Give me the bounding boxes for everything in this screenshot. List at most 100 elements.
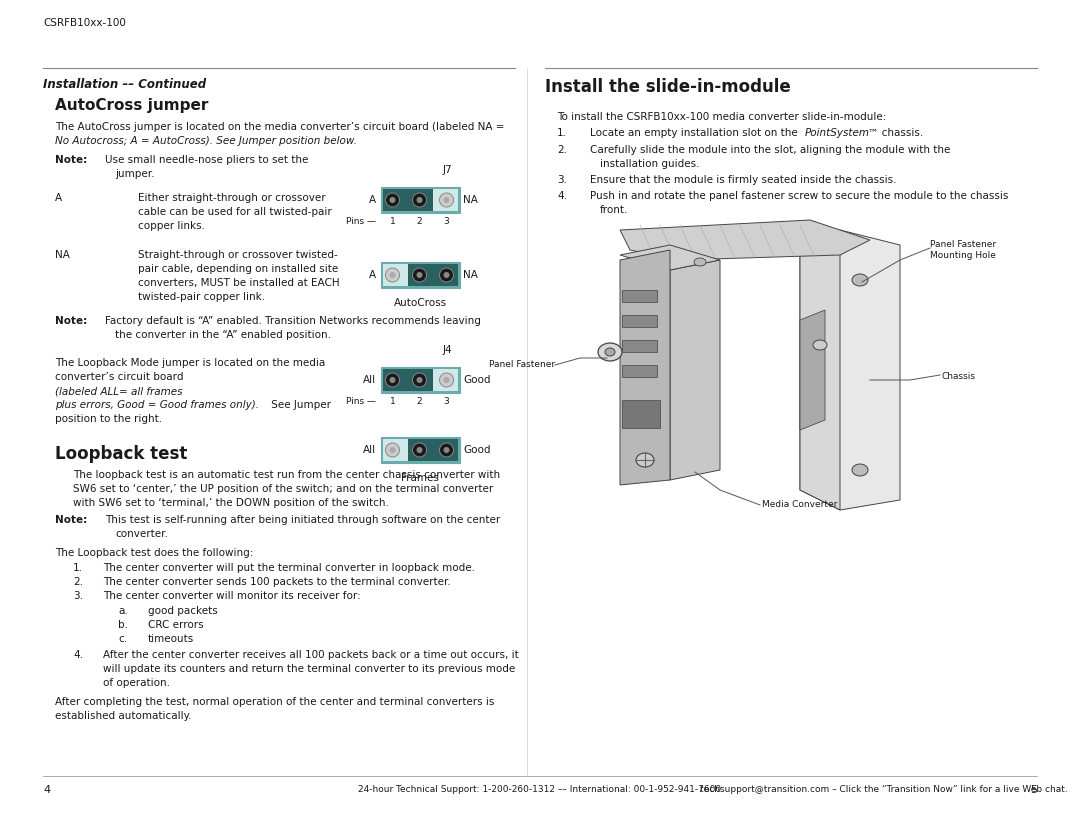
Text: AutoCross: AutoCross bbox=[393, 298, 446, 308]
Circle shape bbox=[386, 443, 400, 457]
Polygon shape bbox=[620, 250, 670, 485]
FancyBboxPatch shape bbox=[432, 189, 458, 211]
Text: Carefully slide the module into the slot, aligning the module with the: Carefully slide the module into the slot… bbox=[590, 145, 950, 155]
Circle shape bbox=[417, 447, 422, 453]
Ellipse shape bbox=[694, 258, 706, 266]
Polygon shape bbox=[620, 245, 720, 270]
Text: The center converter will put the terminal converter in loopback mode.: The center converter will put the termin… bbox=[103, 563, 475, 573]
Text: A: A bbox=[369, 195, 377, 205]
Text: 1: 1 bbox=[390, 397, 395, 406]
Circle shape bbox=[390, 272, 395, 278]
Text: Ensure that the module is firmly seated inside the chassis.: Ensure that the module is firmly seated … bbox=[590, 175, 896, 185]
Text: CSRFB10xx-100: CSRFB10xx-100 bbox=[43, 18, 126, 28]
Circle shape bbox=[386, 373, 400, 387]
Text: 4: 4 bbox=[43, 785, 50, 795]
FancyBboxPatch shape bbox=[407, 264, 458, 286]
Circle shape bbox=[444, 447, 449, 453]
Text: 3: 3 bbox=[444, 397, 449, 406]
Text: Note:: Note: bbox=[55, 155, 87, 165]
Text: of operation.: of operation. bbox=[103, 678, 170, 688]
Text: cable can be used for all twisted-pair: cable can be used for all twisted-pair bbox=[138, 207, 332, 217]
Text: 3.: 3. bbox=[73, 591, 83, 601]
Circle shape bbox=[417, 377, 422, 383]
Polygon shape bbox=[620, 220, 870, 260]
Circle shape bbox=[444, 272, 449, 278]
Text: 2: 2 bbox=[417, 397, 422, 406]
FancyBboxPatch shape bbox=[382, 189, 432, 211]
Text: PointSystem: PointSystem bbox=[805, 128, 870, 138]
Text: 1: 1 bbox=[390, 217, 395, 226]
Circle shape bbox=[413, 373, 427, 387]
Text: Note:: Note: bbox=[55, 316, 87, 326]
Bar bbox=[622, 365, 657, 377]
Text: The Loopback Mode jumper is located on the media: The Loopback Mode jumper is located on t… bbox=[55, 358, 325, 368]
Text: b.: b. bbox=[118, 620, 129, 630]
Text: No Autocross; A = AutoCross). See Jumper position below.: No Autocross; A = AutoCross). See Jumper… bbox=[55, 136, 357, 146]
Text: installation guides.: installation guides. bbox=[600, 159, 700, 169]
Text: Use small needle-nose pliers to set the: Use small needle-nose pliers to set the bbox=[105, 155, 309, 165]
Circle shape bbox=[444, 377, 449, 383]
Circle shape bbox=[386, 193, 400, 207]
Text: Either straight-through or crossover: Either straight-through or crossover bbox=[138, 193, 326, 203]
Text: converters, MUST be installed at EACH: converters, MUST be installed at EACH bbox=[138, 278, 339, 288]
FancyBboxPatch shape bbox=[380, 262, 459, 288]
Text: twisted-pair copper link.: twisted-pair copper link. bbox=[138, 292, 265, 302]
Text: 3.: 3. bbox=[557, 175, 567, 185]
Circle shape bbox=[413, 268, 427, 282]
Text: NA: NA bbox=[55, 250, 70, 260]
Text: After completing the test, normal operation of the center and terminal converter: After completing the test, normal operat… bbox=[55, 697, 495, 707]
Bar bbox=[622, 290, 657, 302]
Text: J4: J4 bbox=[443, 345, 453, 355]
Ellipse shape bbox=[852, 274, 868, 286]
Text: To install the CSRFB10xx-100 media converter slide-in-module:: To install the CSRFB10xx-100 media conve… bbox=[557, 112, 887, 122]
Circle shape bbox=[440, 268, 454, 282]
Text: established automatically.: established automatically. bbox=[55, 711, 191, 721]
Text: Pins —: Pins — bbox=[347, 397, 377, 406]
FancyBboxPatch shape bbox=[380, 187, 459, 213]
Text: Panel Fastener: Panel Fastener bbox=[489, 360, 555, 369]
Circle shape bbox=[386, 268, 400, 282]
Ellipse shape bbox=[813, 340, 827, 350]
Text: a.: a. bbox=[118, 606, 127, 616]
Circle shape bbox=[417, 272, 422, 278]
Text: with SW6 set to ‘terminal,’ the DOWN position of the switch.: with SW6 set to ‘terminal,’ the DOWN pos… bbox=[73, 498, 389, 508]
Text: The loopback test is an automatic test run from the center chassis converter wit: The loopback test is an automatic test r… bbox=[73, 470, 500, 480]
Text: Pins —: Pins — bbox=[347, 217, 377, 226]
Circle shape bbox=[417, 197, 422, 203]
Text: 4.: 4. bbox=[73, 650, 83, 660]
Ellipse shape bbox=[636, 453, 654, 467]
Text: The Loopback test does the following:: The Loopback test does the following: bbox=[55, 548, 254, 558]
Text: SW6 set to ‘center,’ the UP position of the switch; and on the terminal converte: SW6 set to ‘center,’ the UP position of … bbox=[73, 484, 494, 494]
Text: AutoCross jumper: AutoCross jumper bbox=[55, 98, 208, 113]
Text: NA: NA bbox=[463, 195, 478, 205]
Text: 3: 3 bbox=[444, 217, 449, 226]
Text: pair cable, depending on installed site: pair cable, depending on installed site bbox=[138, 264, 338, 274]
FancyBboxPatch shape bbox=[407, 439, 458, 461]
Polygon shape bbox=[800, 230, 840, 510]
Text: position to the right.: position to the right. bbox=[55, 414, 162, 424]
Text: ™ chassis.: ™ chassis. bbox=[868, 128, 923, 138]
Text: Panel Fastener
Mounting Hole: Panel Fastener Mounting Hole bbox=[930, 240, 996, 260]
Text: CRC errors: CRC errors bbox=[148, 620, 204, 630]
Text: will update its counters and return the terminal converter to its previous mode: will update its counters and return the … bbox=[103, 664, 515, 674]
FancyBboxPatch shape bbox=[382, 264, 407, 286]
Polygon shape bbox=[670, 260, 720, 480]
Ellipse shape bbox=[852, 464, 868, 476]
Text: The center converter sends 100 packets to the terminal converter.: The center converter sends 100 packets t… bbox=[103, 577, 450, 587]
Bar bbox=[622, 400, 660, 428]
Ellipse shape bbox=[598, 343, 622, 361]
Text: Good: Good bbox=[463, 445, 491, 455]
Text: See Jumper: See Jumper bbox=[268, 400, 330, 410]
Text: techsupport@transition.com – Click the “Transition Now” link for a live Web chat: techsupport@transition.com – Click the “… bbox=[700, 785, 1068, 794]
Text: 1.: 1. bbox=[557, 128, 567, 138]
FancyBboxPatch shape bbox=[380, 437, 459, 463]
Text: front.: front. bbox=[600, 205, 629, 215]
Text: Locate an empty installation slot on the: Locate an empty installation slot on the bbox=[590, 128, 801, 138]
Text: All: All bbox=[363, 375, 377, 385]
Circle shape bbox=[440, 193, 454, 207]
Circle shape bbox=[440, 373, 454, 387]
FancyBboxPatch shape bbox=[382, 369, 432, 391]
Text: Straight-through or crossover twisted-: Straight-through or crossover twisted- bbox=[138, 250, 338, 260]
FancyBboxPatch shape bbox=[382, 439, 407, 461]
Text: timeouts: timeouts bbox=[148, 634, 194, 644]
